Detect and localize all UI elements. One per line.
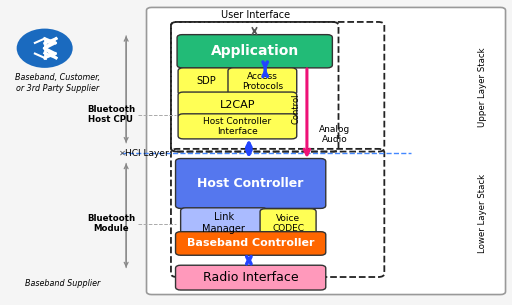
- Text: User Interface: User Interface: [221, 10, 291, 20]
- Text: Bluetooth
Host CPU: Bluetooth Host CPU: [87, 105, 135, 124]
- FancyBboxPatch shape: [146, 7, 505, 295]
- Text: Application: Application: [210, 44, 299, 58]
- Text: Voice
CODEC: Voice CODEC: [272, 214, 304, 233]
- Text: Upper Layer Stack: Upper Layer Stack: [478, 48, 487, 127]
- Text: Bluetooth
Module: Bluetooth Module: [87, 214, 135, 233]
- Text: Link
Manager: Link Manager: [202, 212, 245, 234]
- FancyBboxPatch shape: [178, 92, 297, 118]
- Text: SDP: SDP: [196, 77, 216, 87]
- FancyBboxPatch shape: [181, 208, 267, 239]
- Text: Control: Control: [291, 93, 300, 124]
- Text: L2CAP: L2CAP: [220, 100, 255, 110]
- FancyBboxPatch shape: [178, 114, 297, 139]
- Ellipse shape: [17, 29, 73, 68]
- FancyBboxPatch shape: [178, 68, 234, 95]
- Text: HCI Layer: HCI Layer: [124, 149, 168, 158]
- Text: Analog
Audio: Analog Audio: [319, 125, 351, 144]
- Text: Host Controller
Interface: Host Controller Interface: [203, 117, 271, 136]
- Text: Radio Interface: Radio Interface: [203, 271, 298, 284]
- FancyBboxPatch shape: [260, 209, 316, 238]
- FancyBboxPatch shape: [228, 68, 297, 95]
- Text: Access
Protocols: Access Protocols: [242, 72, 283, 91]
- Text: Lower Layer Stack: Lower Layer Stack: [478, 173, 487, 253]
- Text: Baseband, Customer,
or 3rd Party Supplier: Baseband, Customer, or 3rd Party Supplie…: [15, 73, 100, 93]
- FancyBboxPatch shape: [176, 265, 326, 290]
- FancyBboxPatch shape: [176, 159, 326, 208]
- Text: Baseband Controller: Baseband Controller: [187, 239, 314, 249]
- Text: Baseband Supplier: Baseband Supplier: [25, 279, 100, 289]
- FancyBboxPatch shape: [177, 35, 332, 68]
- Text: Host Controller: Host Controller: [198, 177, 304, 190]
- Text: ✕: ✕: [119, 149, 126, 158]
- FancyBboxPatch shape: [176, 232, 326, 255]
